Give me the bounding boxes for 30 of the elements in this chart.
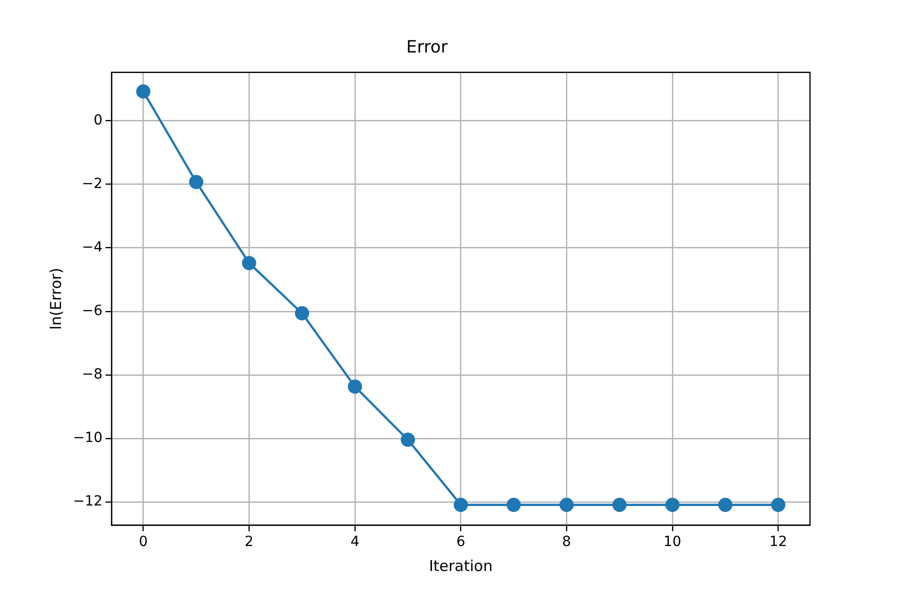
x-tick-label: 10 xyxy=(664,534,682,550)
point xyxy=(560,498,574,512)
x-axis-title: Iteration xyxy=(428,556,493,575)
point xyxy=(665,498,680,512)
point xyxy=(718,498,732,512)
point xyxy=(136,84,150,99)
x-tick-label: 4 xyxy=(350,534,360,550)
y-tick-label: −4 xyxy=(82,239,103,256)
y-tick-label: −6 xyxy=(82,302,103,319)
x-tick-label: 0 xyxy=(138,534,148,550)
x-tick-label: 6 xyxy=(456,534,466,550)
y-tick-label: −8 xyxy=(82,366,103,383)
y-tick-label: −10 xyxy=(73,430,103,446)
x-tick-label: 8 xyxy=(562,534,572,550)
point xyxy=(189,174,204,190)
x-tick-label: 12 xyxy=(769,534,788,550)
y-tick-label: −2 xyxy=(82,176,103,192)
point xyxy=(771,498,786,512)
point xyxy=(454,498,468,512)
point xyxy=(612,498,627,512)
x-tick-label: 2 xyxy=(244,534,254,550)
point xyxy=(242,256,256,270)
y-axis-title: ln(Error) xyxy=(46,268,65,330)
chart-title: Error xyxy=(406,38,448,58)
point xyxy=(294,306,310,320)
point xyxy=(506,498,521,512)
point xyxy=(348,380,362,394)
y-tick-label: 0 xyxy=(94,112,103,128)
point xyxy=(400,432,415,447)
y-tick-label: −12 xyxy=(73,494,103,510)
